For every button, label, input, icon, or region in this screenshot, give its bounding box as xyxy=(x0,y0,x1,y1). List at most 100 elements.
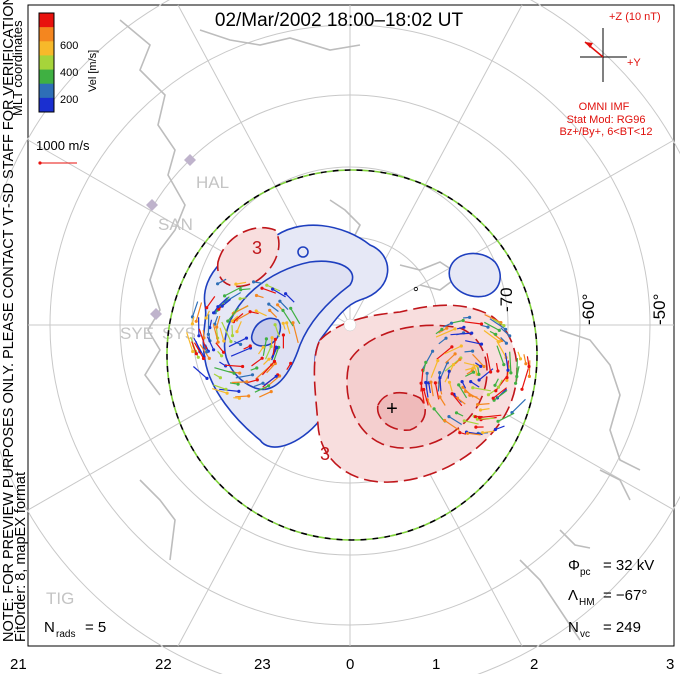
velocity-vector xyxy=(230,347,251,357)
colorbar-frame xyxy=(38,12,55,113)
velocity-vector-origin xyxy=(471,349,475,353)
velocity-vector-origin xyxy=(463,389,468,393)
velocity-vector-origin xyxy=(204,316,208,320)
imf-y-label: +Y xyxy=(627,57,641,69)
velocity-vector-origin xyxy=(238,371,242,375)
velocity-vector-origin xyxy=(235,330,239,334)
velocity-vector xyxy=(464,420,479,425)
velocity-vector-origin xyxy=(264,337,268,341)
velocity-vector xyxy=(266,363,276,374)
velocity-vector xyxy=(269,309,278,318)
velocity-vector-origin xyxy=(438,371,442,375)
velocity-vector-origin xyxy=(468,315,472,319)
velocity-vector-origin xyxy=(502,324,506,328)
colorbar-segment xyxy=(39,97,54,113)
colorbar-tick-600: 600 xyxy=(60,40,78,52)
colorbar-segment xyxy=(39,55,54,71)
velocity-vector xyxy=(484,321,500,331)
velocity-vector-origin xyxy=(255,366,259,370)
velocity-vector-origin xyxy=(508,334,512,338)
scale-vector-label: 1000 m/s xyxy=(36,138,90,153)
negative-small-cell xyxy=(448,252,501,298)
velocity-vector xyxy=(253,382,264,388)
velocity-vector xyxy=(458,384,468,399)
velocity-vector-origin xyxy=(260,356,264,360)
velocity-vector xyxy=(274,324,280,338)
colorbar-segment xyxy=(39,83,54,99)
velocity-vector xyxy=(227,307,239,322)
svg-text:Φ: Φ xyxy=(568,557,580,574)
velocity-vector xyxy=(464,321,482,325)
velocity-vector xyxy=(228,337,247,348)
velocity-vector-origin xyxy=(520,387,524,391)
velocity-vector xyxy=(430,360,439,378)
velocity-vector-origin xyxy=(221,350,226,354)
velocity-vector-origin xyxy=(518,357,523,361)
velocity-vector-origin xyxy=(422,387,426,392)
velocity-vector xyxy=(217,278,227,285)
latitude-label-degree: ° xyxy=(411,286,428,292)
velocity-vector-origin xyxy=(489,370,493,374)
velocity-vector-origin xyxy=(216,282,220,286)
velocity-vector xyxy=(235,395,249,398)
velocity-vector-origin xyxy=(278,299,282,303)
velocity-vector xyxy=(221,321,232,342)
fit-order-note: FitOrder: 8, mapEX format xyxy=(13,472,29,642)
velocity-vector xyxy=(199,344,210,359)
velocity-vector-origin xyxy=(424,360,428,364)
velocity-vector-origin xyxy=(270,336,274,340)
velocity-vector-origin xyxy=(496,385,500,389)
negative-cell-contour-inner xyxy=(223,260,354,391)
velocity-vector-origin xyxy=(201,356,206,361)
velocity-vector-origin xyxy=(207,356,211,360)
velocity-vector-origin xyxy=(438,376,442,380)
velocity-vector-origin xyxy=(447,369,451,373)
velocity-vector-origin xyxy=(212,311,216,315)
velocity-vector-origin xyxy=(205,376,209,380)
velocity-vector-origin xyxy=(429,380,433,384)
velocity-vector-origin xyxy=(458,431,462,435)
colorbar-label: Vel [m/s] xyxy=(87,50,99,92)
velocity-vector-origin xyxy=(457,383,461,387)
velocity-vector-origin xyxy=(191,349,195,354)
velocity-vector-origin xyxy=(248,310,252,314)
velocity-vector-origin xyxy=(216,340,220,344)
velocity-vector-origin xyxy=(468,393,472,397)
velocity-vector-origin xyxy=(481,431,485,435)
svg-text:N: N xyxy=(568,619,579,636)
velocity-vector-origin xyxy=(206,332,210,336)
velocity-vector xyxy=(430,382,434,397)
velocity-vector-origin xyxy=(447,415,451,419)
velocity-vector-origin xyxy=(506,368,510,372)
velocity-vector-origin xyxy=(254,309,258,313)
velocity-vector xyxy=(500,327,511,337)
velocity-vector xyxy=(221,298,231,307)
velocity-vector xyxy=(489,318,506,330)
velocity-vector-origin xyxy=(504,327,508,331)
velocity-vector xyxy=(482,430,495,434)
velocity-vector-origin xyxy=(234,282,238,286)
velocity-vector xyxy=(279,300,289,311)
velocity-vector-origin xyxy=(486,325,490,329)
velocity-vector-origin xyxy=(453,327,457,331)
imf-source: OMNI IMF xyxy=(579,101,630,113)
velocity-vector-origin xyxy=(493,427,497,432)
velocity-vector-origin xyxy=(471,366,475,370)
velocity-vector-origin xyxy=(260,286,264,290)
velocity-vector xyxy=(496,345,505,365)
velocity-vector-origin xyxy=(460,380,464,384)
velocity-vector xyxy=(246,379,258,384)
velocity-vector-origin xyxy=(190,322,194,326)
velocity-vector-origin xyxy=(470,331,474,335)
velocity-vector-origin xyxy=(494,389,498,393)
velocity-vector xyxy=(214,367,235,374)
velocity-vector-origin xyxy=(477,372,481,376)
velocity-vector xyxy=(483,330,500,343)
velocity-vector-origin xyxy=(453,352,457,356)
velocity-vector xyxy=(477,403,490,406)
velocity-vector xyxy=(272,288,286,298)
velocity-vector-origin xyxy=(255,378,259,382)
velocity-vector-origin xyxy=(493,383,497,387)
radar-site-tig: TIG xyxy=(46,589,74,608)
